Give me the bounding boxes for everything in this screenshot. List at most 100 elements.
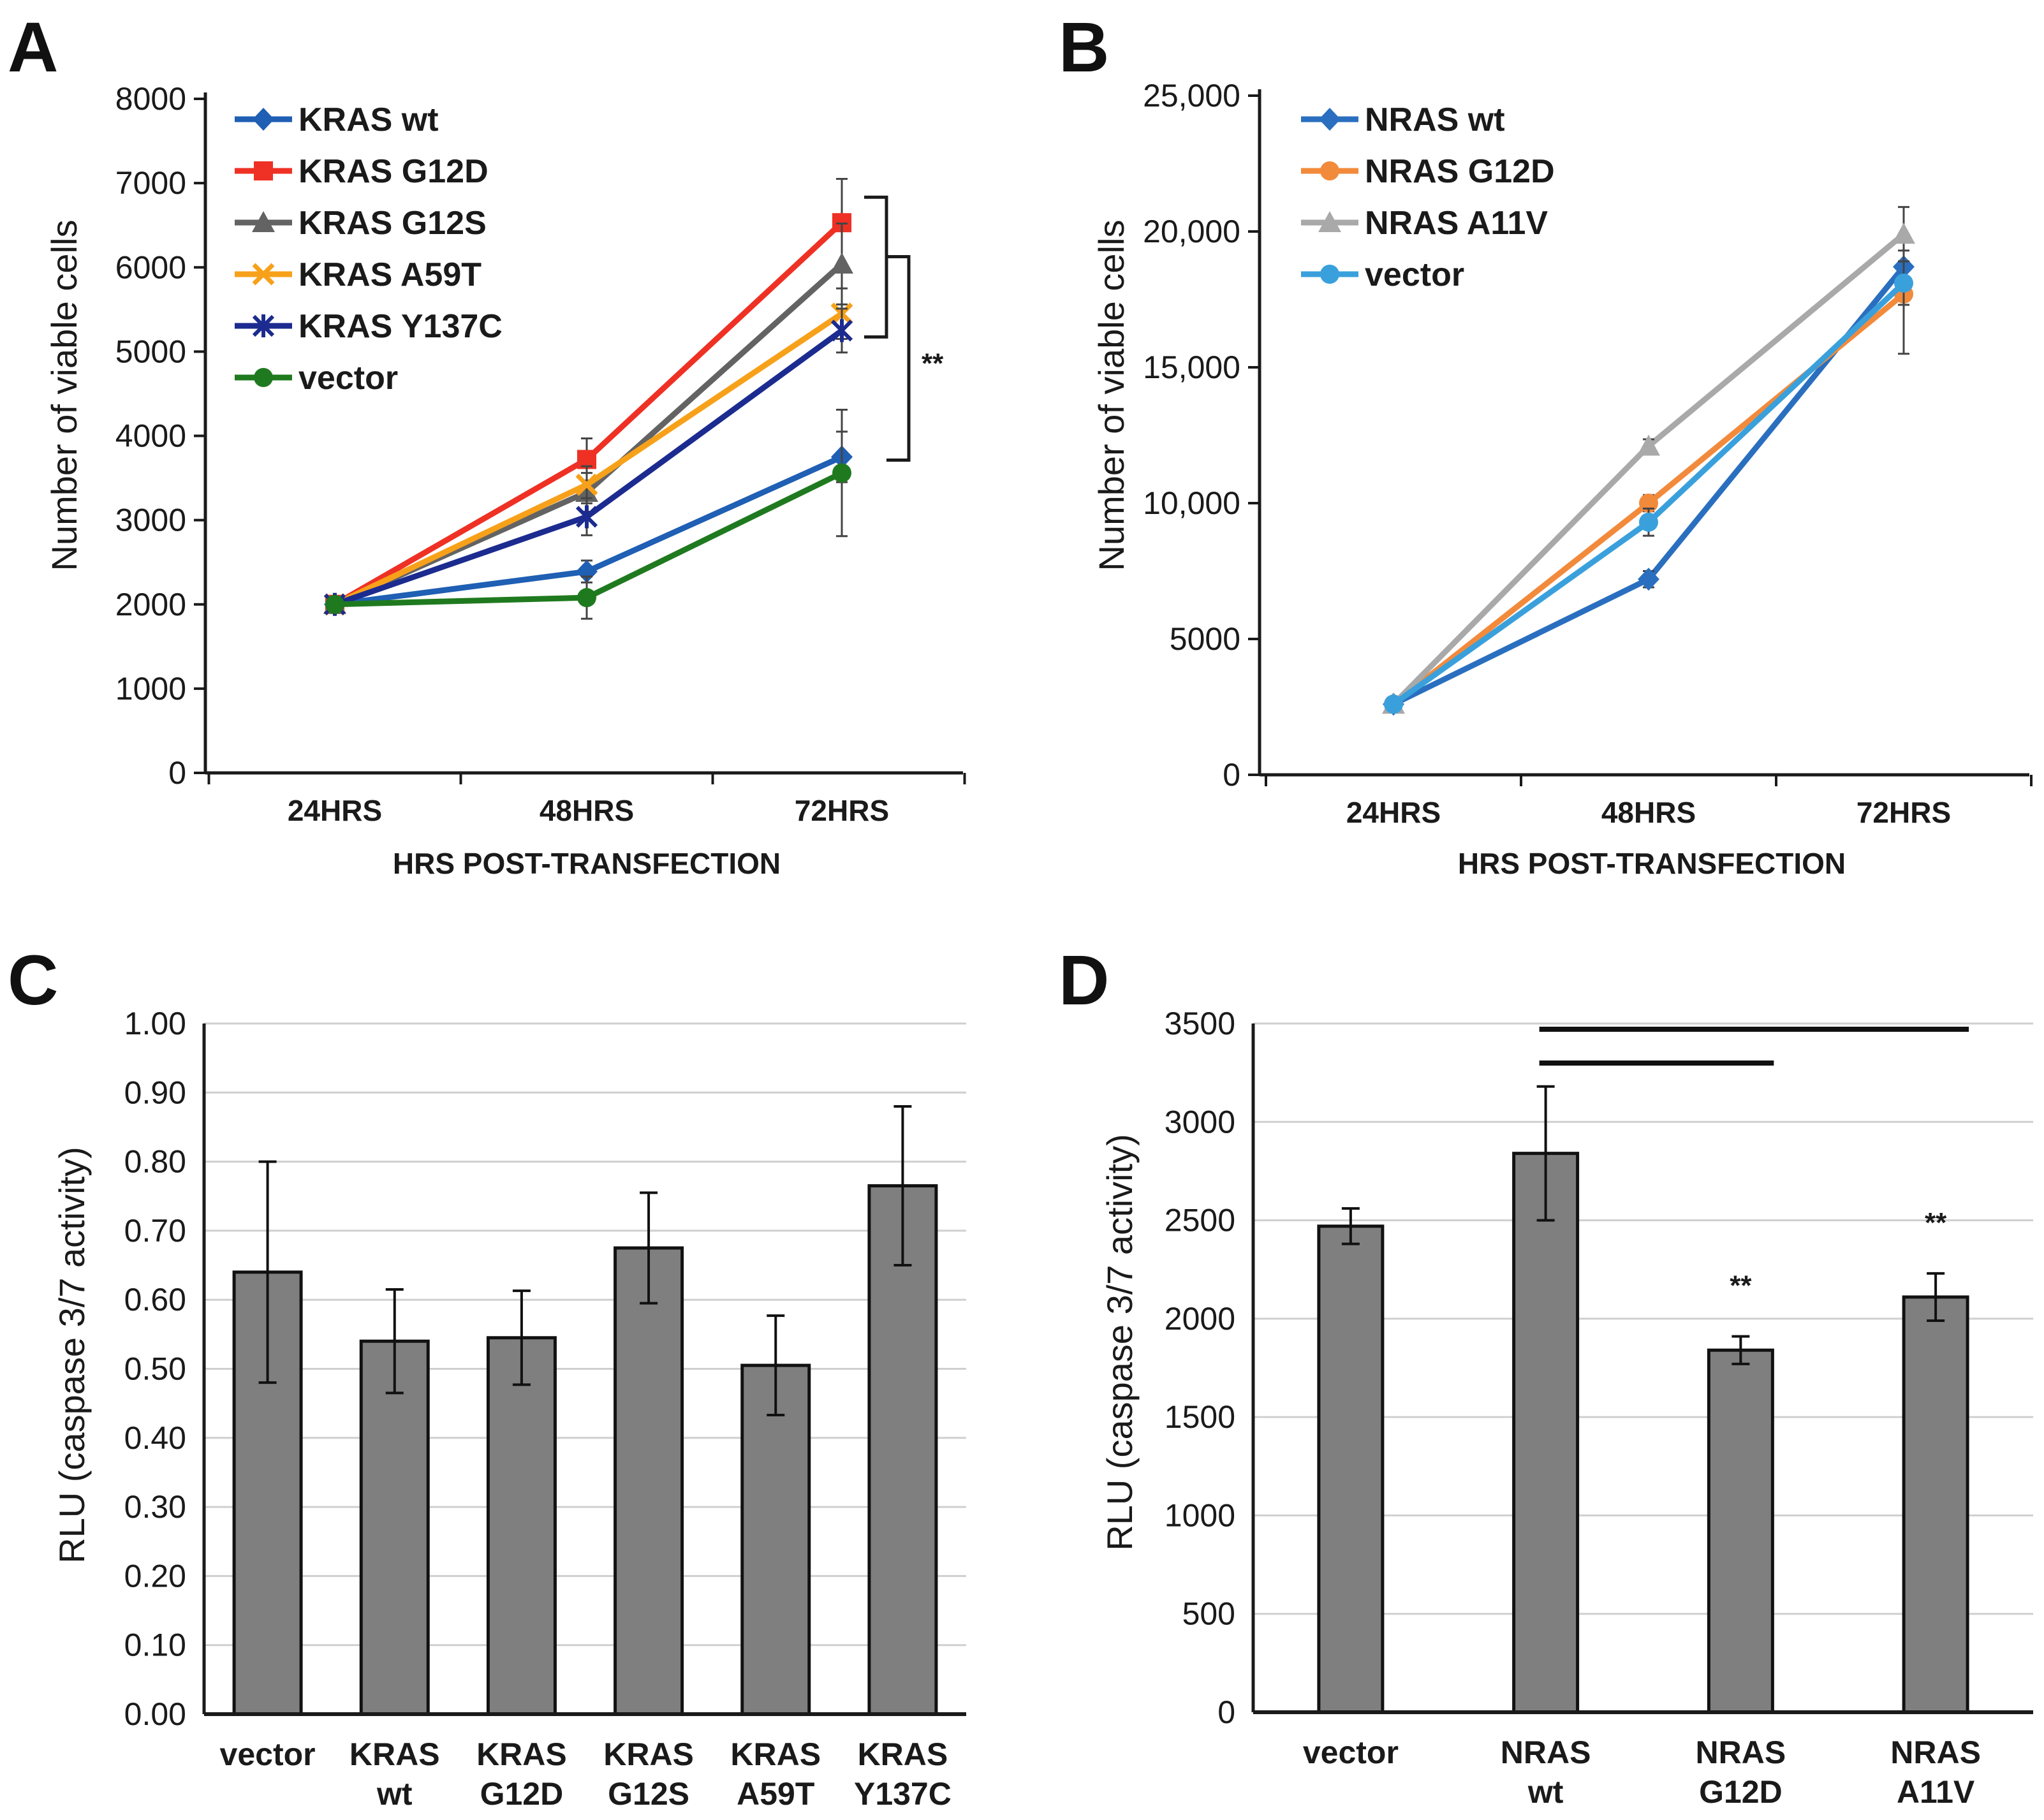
panel-d-letter: D xyxy=(1059,941,1109,1020)
panel-b-xtick-label: 48HRS xyxy=(1601,796,1696,829)
panel-b-data-point xyxy=(1892,223,1915,244)
panel-d-significance: ** xyxy=(1730,1270,1752,1302)
panel-a-ytick-label: 7000 xyxy=(115,165,186,201)
panel-a-legend-label: KRAS G12D xyxy=(298,153,489,190)
panel-c-category-label: G12D xyxy=(480,1776,564,1812)
panel-a-legend-marker xyxy=(252,314,275,337)
panel-d-ytick-label: 0 xyxy=(1217,1694,1235,1730)
panel-a-legend-marker xyxy=(253,108,274,131)
panel-c-ytick-label: 0.20 xyxy=(124,1558,186,1594)
panel-a-xtick-label: 72HRS xyxy=(795,794,889,827)
panel-a-legend-marker xyxy=(254,161,273,180)
panel-a-bracket-inner xyxy=(864,195,888,339)
panel-a-legend-marker xyxy=(252,211,275,232)
panel-b-legend-marker xyxy=(1320,161,1339,180)
panel-a-ytick-label: 5000 xyxy=(115,334,186,369)
panel-d-error-bar xyxy=(1732,1335,1750,1365)
panel-d-category-label: NRAS xyxy=(1890,1735,1981,1770)
panel-d-ytick-label: 2500 xyxy=(1165,1203,1235,1238)
panel-c-ytick-label: 0.00 xyxy=(124,1696,186,1732)
panel-a-legend-label: KRAS wt xyxy=(298,101,439,138)
panel-c-error-bar xyxy=(512,1289,531,1386)
panel-a-data-point xyxy=(325,594,344,614)
panel-c-category-label: Y137C xyxy=(854,1776,952,1812)
panel-d-category-label: A11V xyxy=(1897,1774,1975,1810)
panel-a-ytick-label: 0 xyxy=(168,755,186,791)
panel-a-data-point xyxy=(830,252,853,274)
panel-a-ytick-label: 8000 xyxy=(115,81,186,117)
panel-d-bar xyxy=(1512,1152,1580,1714)
panel-a-xlabel: HRS POST-TRANSFECTION xyxy=(393,847,781,880)
panel-d-error-bar xyxy=(1536,1085,1555,1222)
panel-c-ytick-label: 0.80 xyxy=(124,1144,186,1180)
panel-c-letter: C xyxy=(8,941,58,1020)
panel-c-ytick-label: 1.00 xyxy=(124,1006,186,1041)
panel-a-significance: ** xyxy=(922,348,944,379)
panel-d-ytick-label: 1500 xyxy=(1165,1399,1235,1435)
panel-b-legend-label: NRAS G12D xyxy=(1365,153,1555,190)
panel-a-ylabel: Number of viable cells xyxy=(44,220,84,571)
panel-b-ytick-label: 20,000 xyxy=(1143,214,1240,249)
panel-a-ytick-label: 3000 xyxy=(115,503,186,538)
panel-d-bar xyxy=(1902,1295,1969,1714)
panel-a-ytick-label: 6000 xyxy=(115,249,186,285)
panel-b-legend-label: NRAS A11V xyxy=(1365,205,1548,242)
panel-c-ytick-label: 0.10 xyxy=(124,1627,186,1663)
panel-b-ytick-label: 10,000 xyxy=(1143,485,1240,521)
panel-a-series-vector xyxy=(325,409,851,620)
panel-d-ylabel: RLU (caspase 3/7 activity) xyxy=(1099,1134,1140,1551)
panel-a-data-point xyxy=(830,319,853,342)
panel-c-ytick-label: 0.90 xyxy=(124,1075,186,1110)
panel-a-xtick-label: 48HRS xyxy=(540,794,634,827)
panel-d-bar xyxy=(1317,1224,1385,1714)
panel-b-legend-marker xyxy=(1319,108,1341,131)
panel-b-ylabel: Number of viable cells xyxy=(1091,220,1131,571)
panel-c-category-label: KRAS xyxy=(603,1736,694,1772)
panel-b-data-point xyxy=(1384,694,1403,714)
panel-a-legend-label: KRAS Y137C xyxy=(298,308,503,345)
panel-c-bar xyxy=(486,1336,557,1716)
panel-b-ytick-label: 0 xyxy=(1223,757,1240,793)
panel-d-category-label: NRAS xyxy=(1696,1735,1786,1770)
panel-b: B 0 5000 10,000 15,000 20,000 25,000 24HRS 48H… xyxy=(1059,8,2033,880)
panel-d-ytick-label: 3500 xyxy=(1165,1006,1235,1041)
panel-a-ytick-label: 1000 xyxy=(115,671,186,707)
panel-c-error-bar xyxy=(258,1160,277,1384)
panel-b-data-point xyxy=(1638,568,1659,591)
panel-a-legend-marker xyxy=(252,263,275,286)
panel-c-ytick-label: 0.70 xyxy=(124,1213,186,1249)
panel-c-bar xyxy=(359,1339,430,1716)
panel-b-ytick-label: 5000 xyxy=(1170,621,1240,657)
panel-a-ytick-label: 2000 xyxy=(115,587,186,622)
panel-c-error-bar xyxy=(640,1191,658,1305)
panel-b-xtick-label: 72HRS xyxy=(1857,796,1951,829)
panel-b-data-point xyxy=(1894,273,1913,293)
panel-b-legend-marker xyxy=(1320,265,1339,284)
panel-d-ytick-label: 3000 xyxy=(1165,1104,1235,1140)
panel-b-xlabel: HRS POST-TRANSFECTION xyxy=(1458,847,1846,880)
panel-a-legend-label: KRAS A59T xyxy=(298,256,482,293)
panel-b-letter: B xyxy=(1059,8,1109,87)
panel-a-legend-marker xyxy=(254,368,273,387)
panel-c-category-label: G12S xyxy=(608,1776,689,1812)
panel-b-data-point xyxy=(1639,512,1658,532)
panel-a-legend-label: vector xyxy=(298,360,398,397)
panel-b-legend-label: NRAS wt xyxy=(1365,101,1505,138)
panel-a-legend-label: KRAS G12S xyxy=(298,205,487,242)
panel-d-error-bar xyxy=(1341,1207,1360,1245)
panel-a-data-point xyxy=(577,588,596,608)
panel-a-data-point xyxy=(575,473,598,496)
panel-c-ytick-label: 0.60 xyxy=(124,1282,186,1317)
panel-d-ytick-label: 2000 xyxy=(1165,1301,1235,1337)
panel-d-category-label: G12D xyxy=(1699,1774,1783,1810)
panel-d-significance: ** xyxy=(1925,1207,1947,1238)
panel-a-ytick-label: 4000 xyxy=(115,418,186,454)
panel-d-ytick-label: 500 xyxy=(1182,1596,1235,1632)
panel-c-category-label: KRAS xyxy=(858,1736,948,1772)
panel-b-ytick-label: 25,000 xyxy=(1143,78,1240,114)
panel-a-data-point xyxy=(832,463,851,483)
panel-b-xtick-label: 24HRS xyxy=(1346,796,1441,829)
panel-c-category-label: KRAS xyxy=(476,1736,567,1772)
panel-c-error-bar xyxy=(767,1314,785,1417)
